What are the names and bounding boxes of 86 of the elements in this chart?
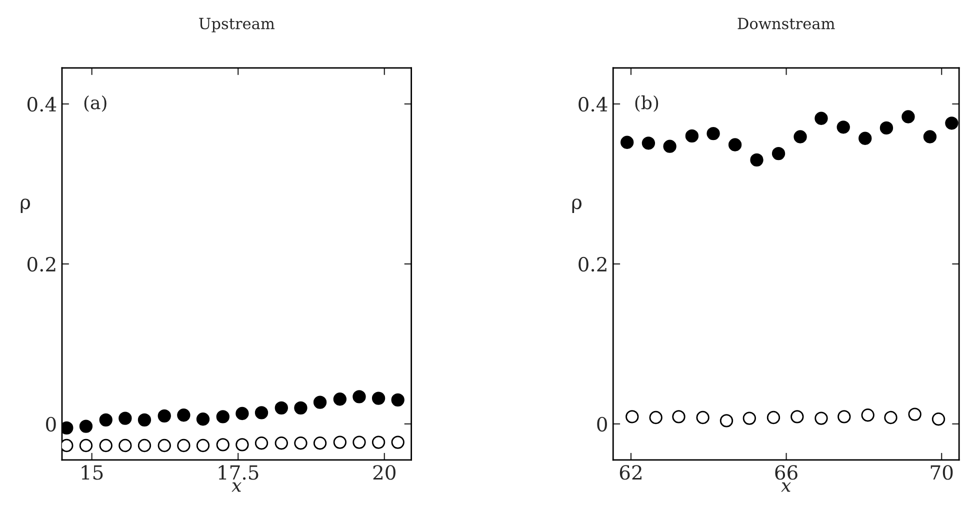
- point: [861, 408, 874, 422]
- point: [880, 121, 894, 135]
- point: [313, 436, 327, 450]
- y-tick-label: 0: [597, 416, 607, 432]
- point: [706, 126, 720, 140]
- point: [177, 438, 190, 452]
- point: [118, 412, 132, 425]
- point: [908, 408, 922, 421]
- point: [902, 110, 915, 124]
- point: [274, 436, 288, 450]
- point: [642, 136, 656, 150]
- point: [742, 412, 756, 425]
- x-tick-label: 66: [775, 465, 798, 480]
- point: [814, 112, 828, 125]
- chart-title: Upstream: [199, 18, 275, 32]
- point: [352, 390, 366, 404]
- point: [372, 436, 386, 449]
- point: [62, 421, 74, 434]
- y-tick-label: 0.4: [27, 96, 56, 112]
- x-tick-label: 62: [620, 465, 642, 480]
- x-axis-title: x: [781, 482, 791, 492]
- point: [236, 406, 249, 420]
- point: [352, 436, 366, 449]
- point: [294, 436, 308, 450]
- point: [196, 412, 210, 426]
- point: [696, 410, 710, 424]
- point: [772, 146, 786, 160]
- point: [750, 153, 764, 167]
- point: [216, 438, 230, 452]
- point: [685, 129, 699, 143]
- point: [766, 410, 780, 424]
- point: [932, 412, 946, 426]
- point: [720, 414, 734, 428]
- point: [99, 438, 112, 452]
- point: [372, 392, 386, 405]
- y-tick-label: 0: [46, 416, 56, 432]
- point: [728, 138, 742, 152]
- point: [672, 410, 686, 424]
- y-axis-title: ρ: [572, 198, 582, 213]
- point: [649, 410, 662, 424]
- point: [196, 438, 210, 452]
- annotation: (a): [84, 95, 106, 112]
- point: [814, 412, 828, 425]
- x-tick-label: 20: [373, 465, 396, 480]
- point: [790, 410, 804, 424]
- point: [391, 436, 404, 449]
- point: [79, 420, 93, 433]
- point: [216, 410, 230, 424]
- chart-title: Downstream: [738, 18, 835, 30]
- point: [391, 393, 404, 406]
- point: [626, 410, 639, 424]
- point: [158, 409, 171, 422]
- point: [118, 438, 132, 452]
- point: [254, 406, 268, 420]
- point: [62, 438, 74, 452]
- point: [79, 438, 93, 452]
- point: [274, 401, 288, 414]
- x-tick-label: 17.5: [218, 465, 258, 480]
- x-axis-title: x: [232, 482, 242, 492]
- point: [884, 410, 898, 424]
- point: [945, 116, 958, 130]
- point: [663, 140, 676, 153]
- y-tick-label: 0.2: [578, 256, 606, 272]
- point: [333, 436, 347, 449]
- point: [138, 438, 152, 452]
- point: [254, 436, 268, 450]
- point: [333, 392, 347, 406]
- point: [838, 410, 851, 424]
- point: [177, 408, 190, 422]
- point: [313, 396, 327, 409]
- annotation: (b): [635, 95, 658, 112]
- point: [836, 120, 850, 134]
- point: [99, 413, 112, 426]
- point: [794, 130, 807, 144]
- y-tick-label: 0.2: [27, 256, 56, 272]
- point: [236, 438, 249, 452]
- point: [858, 132, 872, 145]
- y-tick-label: 0.4: [578, 96, 608, 112]
- point: [138, 413, 152, 426]
- x-tick-label: 15: [82, 465, 103, 480]
- point: [620, 136, 634, 149]
- x-tick-label: 70: [930, 465, 953, 480]
- y-axis-title: ρ: [20, 198, 30, 213]
- point: [294, 401, 308, 414]
- point: [923, 130, 937, 144]
- point: [158, 438, 171, 452]
